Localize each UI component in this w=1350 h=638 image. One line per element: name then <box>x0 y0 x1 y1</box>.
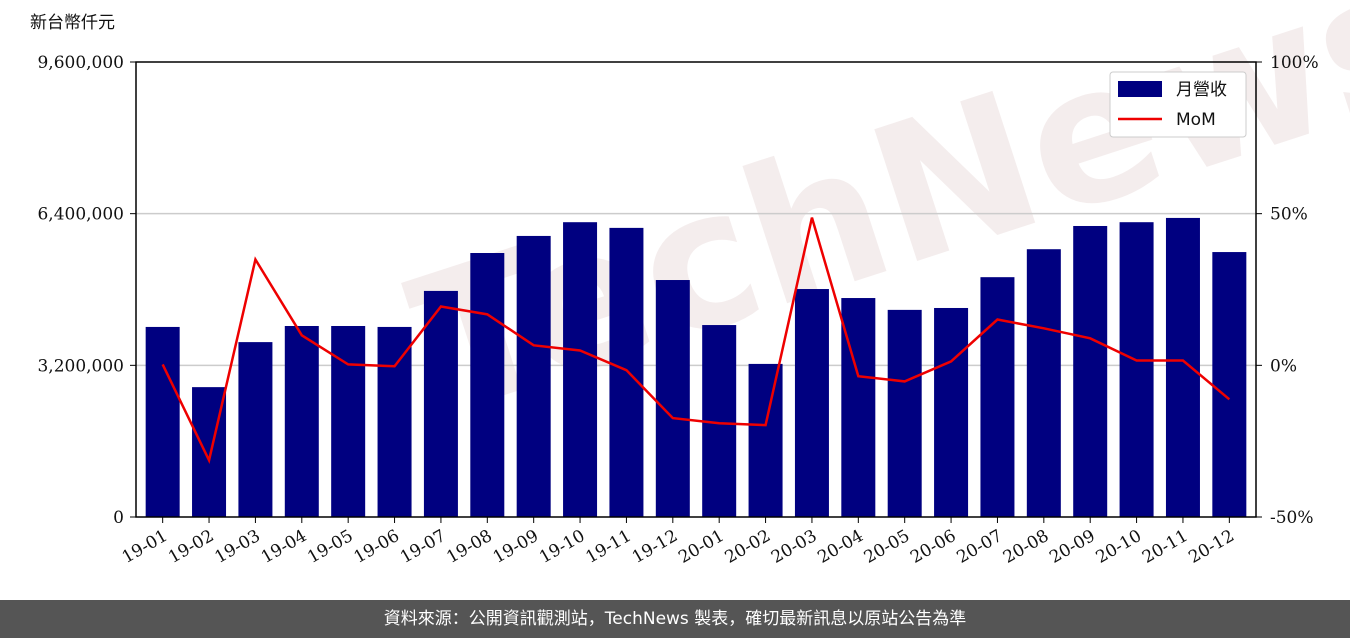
x-tick-label: 19-04 <box>258 526 310 568</box>
x-tick-label: 20-05 <box>861 526 913 568</box>
x-tick-label: 20-12 <box>1185 526 1237 568</box>
x-tick-label: 20-04 <box>814 526 866 568</box>
plot-frame <box>135 61 1257 518</box>
bar <box>1119 222 1154 517</box>
bar <box>934 307 969 517</box>
bar <box>1073 225 1108 518</box>
x-tick-label: 19-12 <box>629 526 681 568</box>
y-tick-label: 0 <box>113 508 124 528</box>
legend-label: MoM <box>1176 110 1216 130</box>
x-tick-label: 20-02 <box>722 526 774 568</box>
x-tick-label: 20-09 <box>1046 526 1098 568</box>
bar <box>284 325 319 517</box>
x-tick-label: 20-10 <box>1093 526 1145 568</box>
x-tick-label: 19-11 <box>582 526 634 568</box>
bar <box>377 326 412 517</box>
bar <box>655 280 690 517</box>
y-tick-label: 9,600,000 <box>37 53 124 73</box>
y2-tick-label: 0% <box>1270 356 1297 376</box>
x-tick-label: 19-10 <box>536 526 588 568</box>
bar <box>1165 217 1200 517</box>
y-axis-label: 新台幣仟元 <box>30 13 115 33</box>
source-note: 資料來源：公開資訊觀測站，TechNews 製表，確切最新訊息以原站公告為準 <box>0 600 1350 638</box>
bar <box>331 325 366 517</box>
bar <box>748 363 783 517</box>
bar <box>609 227 644 517</box>
x-tick-label: 19-08 <box>443 526 495 568</box>
y2-tick-label: -50% <box>1270 508 1314 528</box>
x-tick-label: 20-08 <box>1000 526 1052 568</box>
bar <box>145 326 180 517</box>
legend-label: 月營收 <box>1176 80 1227 100</box>
x-tick-label: 19-06 <box>351 526 403 568</box>
x-tick-label: 19-05 <box>304 526 356 568</box>
bar <box>516 235 551 518</box>
bar <box>563 222 598 517</box>
x-tick-label: 20-11 <box>1139 526 1191 568</box>
y-tick-label: 6,400,000 <box>37 205 124 225</box>
bar <box>794 289 829 517</box>
bar <box>1212 252 1247 517</box>
bar <box>887 309 922 517</box>
x-tick-label: 19-09 <box>490 526 542 568</box>
bar <box>980 277 1015 517</box>
chart: TechNews 新台幣仟元 03,200,0006,400,0009,600,… <box>30 0 1350 568</box>
y2-tick-label: 100% <box>1270 53 1319 73</box>
x-tick-label: 20-06 <box>907 526 959 568</box>
y2-tick-label: 50% <box>1270 205 1308 225</box>
legend-swatch <box>1118 81 1162 97</box>
bar <box>841 298 876 517</box>
x-tick-label: 19-02 <box>165 526 217 568</box>
bar <box>238 342 273 517</box>
x-tick-label: 20-01 <box>675 526 727 568</box>
x-tick-label: 19-01 <box>119 526 171 568</box>
y-tick-label: 3,200,000 <box>37 356 124 376</box>
line <box>161 217 1231 465</box>
bar <box>1026 249 1061 517</box>
x-tick-label: 20-03 <box>768 526 820 568</box>
x-tick-label: 19-03 <box>211 526 263 568</box>
x-tick-label: 19-07 <box>397 526 449 568</box>
bar <box>423 290 458 517</box>
x-tick-label: 20-07 <box>954 526 1006 568</box>
bar <box>470 253 505 518</box>
